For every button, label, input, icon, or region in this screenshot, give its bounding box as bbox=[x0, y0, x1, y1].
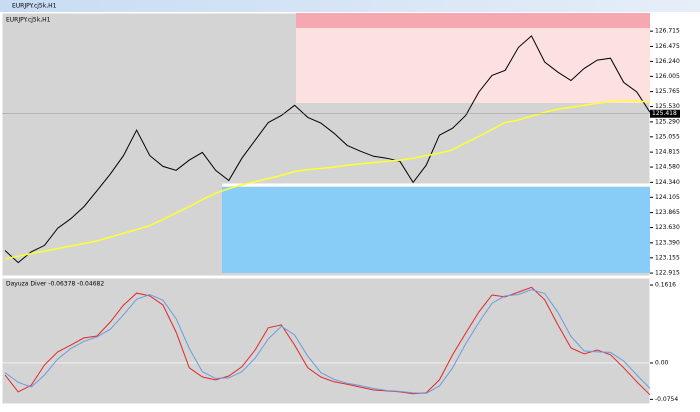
y-tick-label: 0.1616 bbox=[655, 282, 676, 289]
window-title: EURJPY.cj5k,H1 bbox=[12, 3, 57, 10]
supply-zone-top bbox=[296, 13, 650, 28]
title-bar bbox=[0, 0, 700, 12]
y-tick-label: 126.475 bbox=[655, 43, 680, 50]
current-price: 125.418 bbox=[652, 110, 677, 117]
y-tick-label: 125.765 bbox=[655, 88, 680, 95]
price-tag bbox=[650, 109, 680, 118]
indicator-title: Dayuza Diver -0.06378 -0.04682 bbox=[6, 281, 104, 288]
series-line bbox=[4, 35, 651, 264]
y-tick-label: 124.340 bbox=[655, 179, 680, 186]
y-tick-label: 122.915 bbox=[655, 270, 680, 277]
series-line bbox=[4, 99, 651, 260]
series-line bbox=[4, 289, 651, 394]
y-tick-label: 126.715 bbox=[655, 28, 680, 35]
y-tick-label: 123.155 bbox=[655, 254, 680, 261]
y-tick-label: 125.290 bbox=[655, 118, 680, 125]
y-tick-label: 124.580 bbox=[655, 164, 680, 171]
y-tick-label: 126.240 bbox=[655, 58, 680, 65]
y-tick-label: 0.00 bbox=[655, 359, 669, 366]
y-tick-label: 125.530 bbox=[655, 103, 680, 110]
y-tick-label: -0.0754 bbox=[655, 396, 678, 403]
sub-panel bbox=[1, 277, 651, 405]
demand-zone bbox=[222, 187, 650, 273]
y-tick-label: 124.105 bbox=[655, 194, 680, 201]
y-tick-label: 126.005 bbox=[655, 73, 680, 80]
y-tick-label: 125.055 bbox=[655, 133, 680, 140]
y-tick-label: 124.815 bbox=[655, 149, 680, 156]
y-tick-label: 123.390 bbox=[655, 239, 680, 246]
y-tick-label: 123.865 bbox=[655, 209, 680, 216]
chart-title: EURJPY.cj5k,H1 bbox=[6, 17, 51, 24]
series-line bbox=[4, 286, 651, 396]
y-tick-label: 123.630 bbox=[655, 224, 680, 231]
